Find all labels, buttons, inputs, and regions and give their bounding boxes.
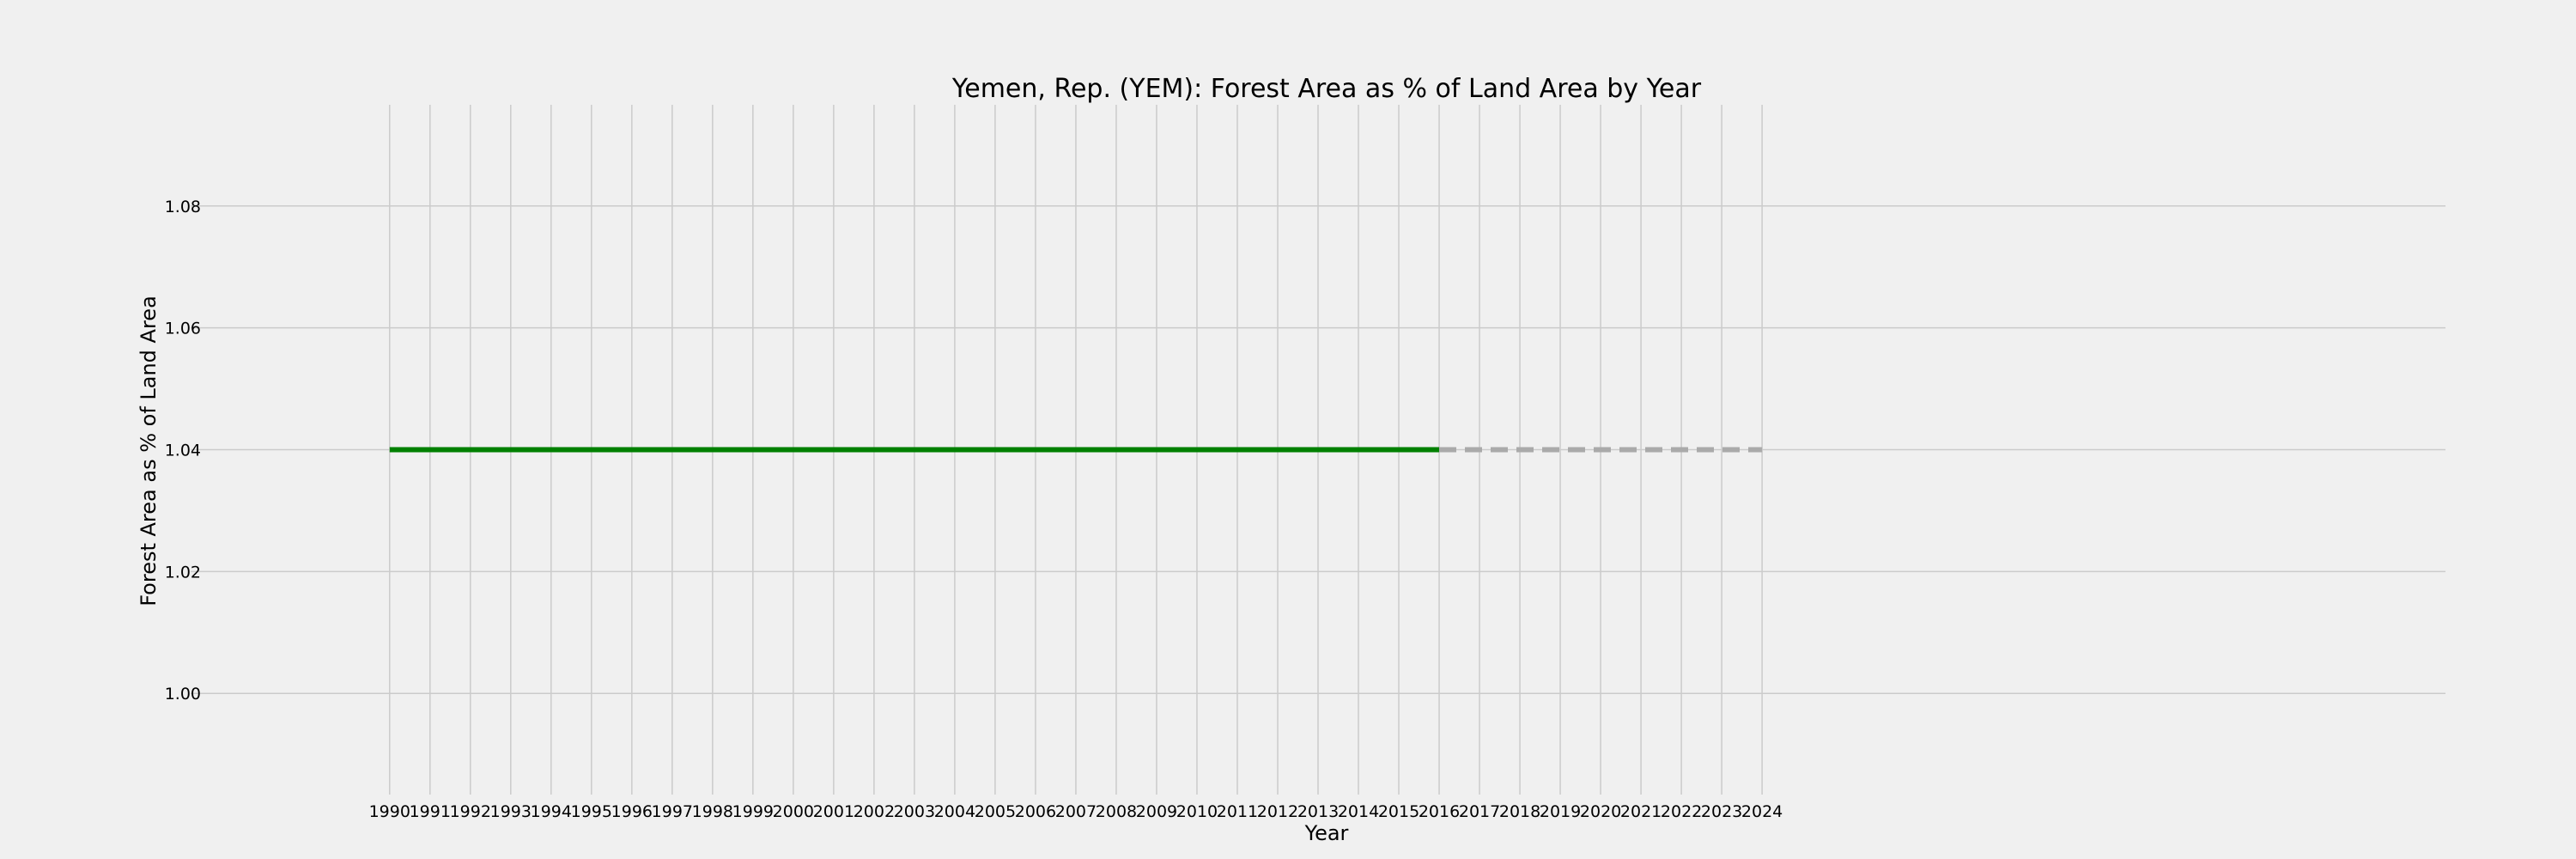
x-tick-label: 2010 (1176, 802, 1218, 821)
x-tick-label: 2007 (1055, 802, 1097, 821)
y-tick-label: 1.06 (165, 320, 201, 338)
x-tick-label: 1995 (571, 802, 612, 821)
x-tick-label: 1994 (531, 802, 572, 821)
x-tick-label: 2013 (1297, 802, 1339, 821)
x-tick-label: 2021 (1620, 802, 1662, 821)
chart-title: Yemen, Rep. (YEM): Forest Area as % of L… (951, 74, 1702, 104)
x-tick-label: 2023 (1701, 802, 1742, 821)
y-axis-label: Forest Area as % of Land Area (137, 295, 161, 606)
x-tick-label: 2004 (934, 802, 975, 821)
x-tick-labels: 1990199119921993199419951996199719981999… (369, 802, 1783, 821)
x-tick-label: 2005 (975, 802, 1016, 821)
x-tick-label: 2015 (1378, 802, 1419, 821)
x-tick-label: 1991 (410, 802, 451, 821)
x-tick-label: 2002 (854, 802, 895, 821)
y-tick-label: 1.00 (165, 685, 201, 704)
x-tick-label: 1993 (490, 802, 532, 821)
y-tick-label: 1.04 (165, 442, 201, 460)
x-tick-label: 2011 (1217, 802, 1258, 821)
x-tick-label: 2019 (1540, 802, 1581, 821)
x-tick-label: 1992 (450, 802, 491, 821)
x-tick-label: 2009 (1136, 802, 1177, 821)
x-tick-label: 1997 (652, 802, 693, 821)
x-axis-label: Year (1304, 821, 1349, 845)
x-tick-label: 2022 (1661, 802, 1702, 821)
x-tick-label: 2024 (1741, 802, 1783, 821)
x-tick-label: 2018 (1499, 802, 1540, 821)
x-tick-label: 1996 (611, 802, 653, 821)
x-tick-label: 1998 (692, 802, 733, 821)
x-tick-label: 2001 (813, 802, 854, 821)
x-tick-label: 2014 (1338, 802, 1379, 821)
x-tick-label: 2020 (1580, 802, 1621, 821)
x-tick-label: 1999 (732, 802, 774, 821)
x-tick-label: 2006 (1015, 802, 1056, 821)
x-tick-label: 2016 (1419, 802, 1460, 821)
y-tick-labels: 1.00 1.02 1.04 1.06 1.08 (165, 198, 201, 704)
x-tick-label: 2000 (773, 802, 814, 821)
y-tick-label: 1.08 (165, 198, 201, 216)
y-tick-label: 1.02 (165, 563, 201, 582)
x-tick-label: 2003 (894, 802, 935, 821)
x-tick-label: 1990 (369, 802, 410, 821)
x-tick-label: 2008 (1096, 802, 1137, 821)
x-tick-label: 2017 (1459, 802, 1500, 821)
x-tick-label: 2012 (1257, 802, 1298, 821)
